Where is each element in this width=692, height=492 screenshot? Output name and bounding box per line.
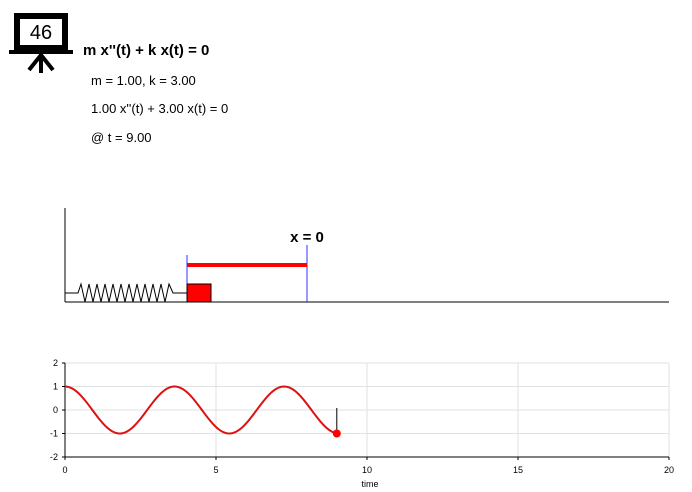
y-tick-label: -2 (50, 452, 58, 462)
y-tick-label: -1 (50, 429, 58, 439)
spring-icon (65, 282, 187, 303)
presentation-board-icon (14, 13, 68, 51)
x-tick-label: 0 (62, 465, 67, 475)
series-line (64, 385, 338, 435)
x-tick-label: 5 (213, 465, 218, 475)
equation-substituted: 1.00 x''(t) + 3.00 x(t) = 0 (91, 101, 229, 116)
x-tick-label: 10 (362, 465, 372, 475)
equation-time: @ t = 9.00 (91, 130, 152, 145)
x-tick-label: 15 (513, 465, 523, 475)
equation-params: m = 1.00, k = 3.00 (91, 73, 196, 88)
equilibrium-label: x = 0 (290, 229, 324, 246)
y-tick-label: 0 (53, 405, 58, 415)
current-point (332, 429, 341, 438)
equation-title: m x''(t) + k x(t) = 0 (83, 42, 210, 59)
x-axis-label: time (361, 479, 378, 489)
y-tick-label: 2 (53, 358, 58, 368)
mass-block (186, 283, 212, 303)
slide-number: 46 (29, 22, 53, 44)
y-tick-label: 1 (53, 382, 58, 392)
x-tick-label: 20 (664, 465, 674, 475)
